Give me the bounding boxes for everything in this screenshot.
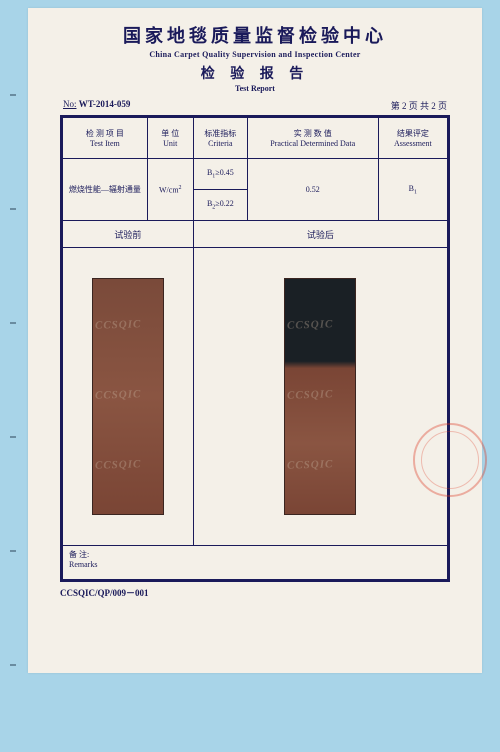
hdr-testitem-en: Test Item [65,139,145,148]
remarks-row: 备 注: Remarks [63,546,448,580]
cell-assessment: B1 [378,159,447,221]
report-title-cn: 检 验 报 告 [28,63,482,83]
page-info: 第 2 页 共 2 页 [391,99,447,112]
section-header-row: 试验前 试验后 [63,221,448,248]
report-page: 国家地毯质量监督检验中心 China Carpet Quality Superv… [28,8,482,673]
section-after: 试验后 [193,221,447,248]
cell-data: 0.52 [247,159,378,221]
remarks-en: Remarks [69,560,445,569]
hdr-assess-cn: 结果评定 [381,128,445,139]
watermark: CCSQIC [95,388,142,402]
cell-criteria2: B2≥0.22 [193,190,247,221]
report-header: 国家地毯质量监督检验中心 China Carpet Quality Superv… [28,8,482,93]
cell-testitem: 燃烧性能—辐射通量 [63,159,148,221]
report-no-label: No: [63,99,77,109]
watermark: CCSQIC [95,458,142,472]
table-data-row: 燃烧性能—辐射通量 W/cm2 B1≥0.45 0.52 B1 [63,159,448,190]
hdr-criteria-en: Criteria [196,139,245,148]
report-title-en: Test Report [28,84,482,93]
image-row: CCSQIC CCSQIC CCSQIC CCSQIC CCSQIC CCSQI… [63,248,448,546]
cell-unit: W/cm2 [147,159,193,221]
footer-code: CCSQIC/QP/009－001 [28,582,482,603]
remarks-cn: 备 注: [69,549,445,560]
image-before-cell: CCSQIC CCSQIC CCSQIC [63,248,194,546]
cell-criteria1: B1≥0.45 [193,159,247,190]
data-table-container: 检 测 项 目 Test Item 单 位 Unit 标准指标 Criteria… [60,115,450,582]
watermark: CCSQIC [287,458,334,472]
hdr-unit-cn: 单 位 [150,128,191,139]
hdr-testitem-cn: 检 测 项 目 [65,128,145,139]
hdr-assess-en: Assessment [381,139,445,148]
report-no-value: WT-2014-059 [79,99,131,109]
red-stamp-icon [413,423,487,497]
meta-row: No: WT-2014-059 第 2 页 共 2 页 [28,93,482,115]
sample-after-img: CCSQIC CCSQIC CCSQIC [284,278,356,515]
org-title-cn: 国家地毯质量监督检验中心 [28,22,482,48]
data-table: 检 测 项 目 Test Item 单 位 Unit 标准指标 Criteria… [62,117,448,580]
hdr-data-cn: 实 测 数 值 [250,128,376,139]
watermark: CCSQIC [95,318,142,332]
section-before: 试验前 [63,221,194,248]
image-after-cell: CCSQIC CCSQIC CCSQIC [193,248,447,546]
org-title-en: China Carpet Quality Supervision and Ins… [28,50,482,59]
hdr-data-en: Practical Determined Data [250,139,376,148]
sample-before-img: CCSQIC CCSQIC CCSQIC [92,278,164,515]
watermark: CCSQIC [287,318,334,332]
hdr-unit-en: Unit [150,139,191,148]
table-header-row: 检 测 项 目 Test Item 单 位 Unit 标准指标 Criteria… [63,118,448,159]
hdr-criteria-cn: 标准指标 [196,128,245,139]
watermark: CCSQIC [287,388,334,402]
